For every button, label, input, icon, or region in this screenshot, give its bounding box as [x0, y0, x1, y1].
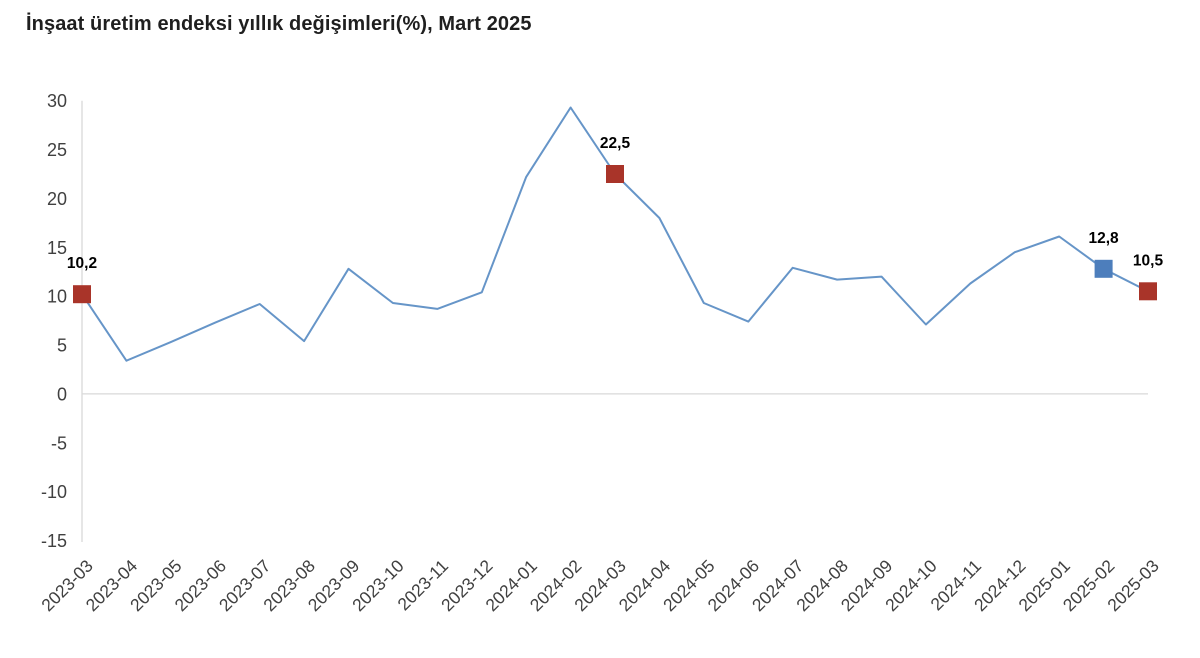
- y-tick-label: 15: [47, 238, 67, 258]
- y-tick-label: -5: [51, 433, 67, 453]
- y-tick-label: -10: [41, 482, 67, 502]
- point-label-2023-03: 10,2: [67, 255, 97, 272]
- y-tick-label: -15: [41, 531, 67, 551]
- highlight-marker-2024-03: [606, 165, 624, 183]
- y-tick-label: 10: [47, 287, 67, 307]
- y-tick-label: 20: [47, 189, 67, 209]
- y-tick-label: 30: [47, 91, 67, 111]
- y-tick-label: 25: [47, 140, 67, 160]
- highlight-marker-2025-02: [1094, 259, 1113, 278]
- highlight-marker-2023-03: [73, 285, 91, 304]
- chart-title: İnşaat üretim endeksi yıllık değişimleri…: [26, 13, 532, 35]
- point-label-2025-02: 12,8: [1089, 230, 1120, 247]
- y-tick-label: 5: [57, 336, 67, 356]
- highlight-marker-2025-03: [1139, 282, 1157, 301]
- point-label-2025-03: 10,5: [1133, 252, 1164, 269]
- point-label-2024-03: 22,5: [600, 135, 631, 152]
- y-tick-label: 0: [57, 384, 67, 404]
